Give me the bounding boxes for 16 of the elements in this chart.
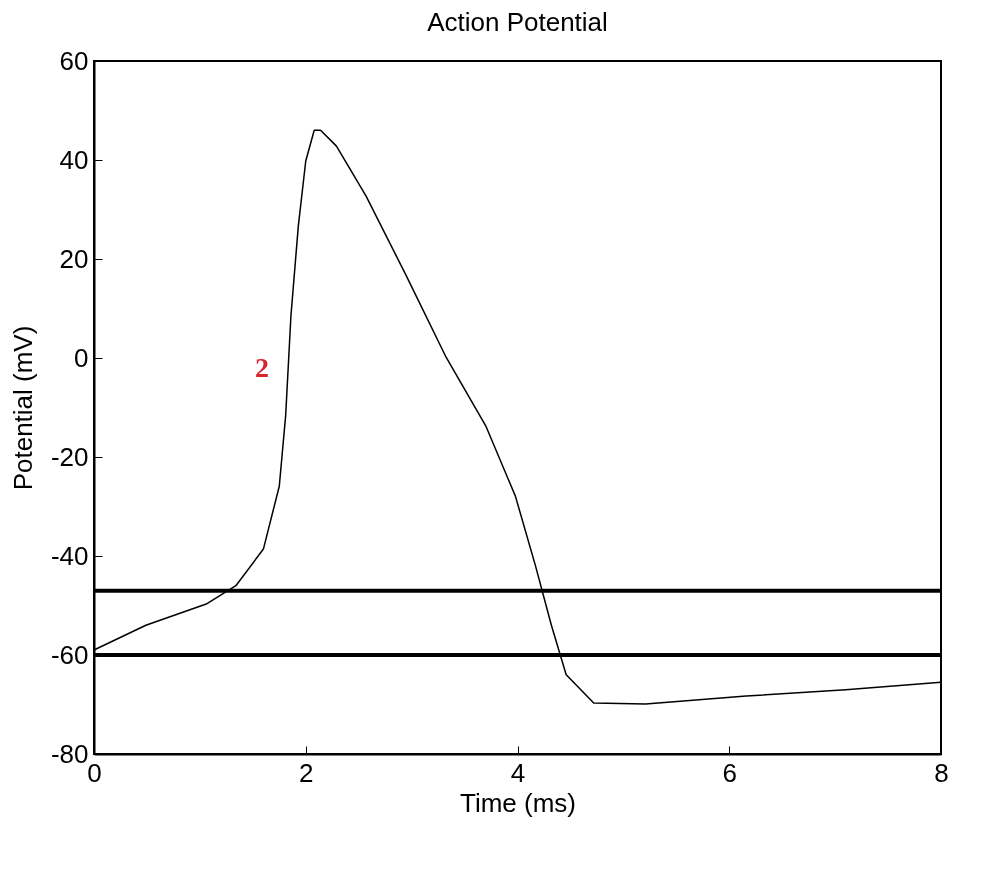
y-tick-label: -40 [50,540,89,571]
y-tick-label: -80 [50,738,89,769]
y-tick-label: -60 [50,639,89,670]
x-tick-label: 8 [934,757,949,788]
y-tick-label: 40 [59,144,89,175]
x-axis-title: Time (ms) [459,787,577,818]
x-tick-label: 2 [299,757,314,788]
y-tick-label: 20 [59,243,89,274]
y-axis-title: Potential (mV) [7,325,38,491]
annotation: 2 [255,352,269,383]
y-tick-label: 60 [59,45,89,76]
y-tick-label: 0 [74,342,89,373]
x-tick-label: 4 [510,757,526,788]
chart-title: Action Potential [427,7,608,37]
x-tick-label: 6 [722,757,737,788]
y-tick-label: -20 [50,441,89,472]
